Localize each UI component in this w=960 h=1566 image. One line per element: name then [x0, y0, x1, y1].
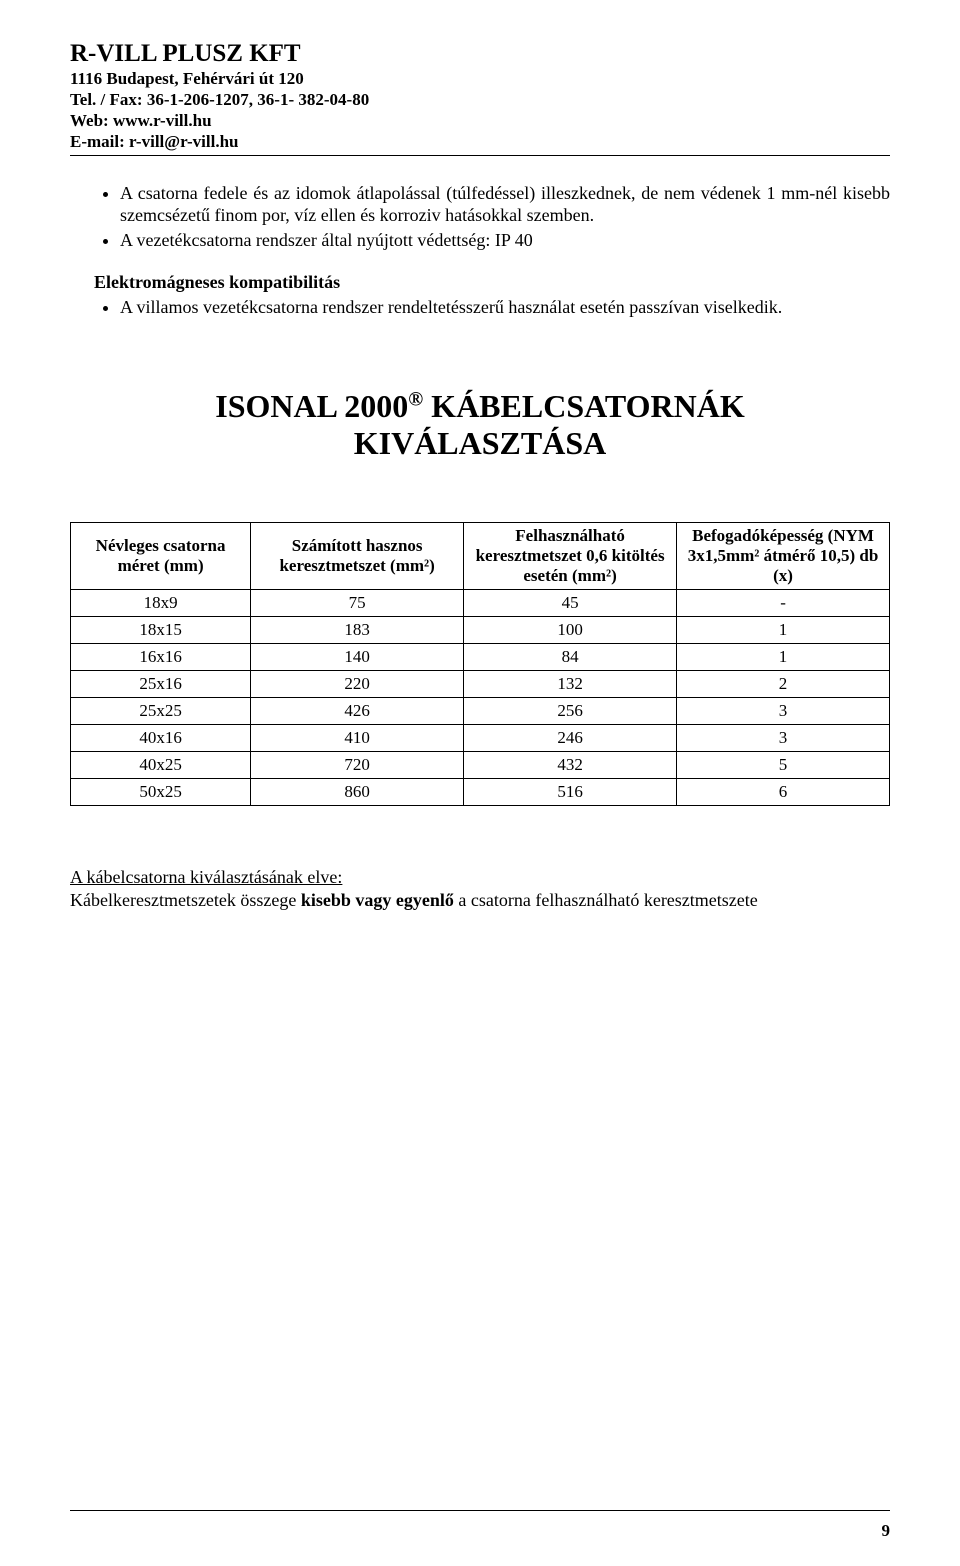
title-part-2: KIVÁLASZTÁSA	[354, 425, 607, 461]
table-cell: 860	[251, 778, 464, 805]
bullet-item: A csatorna fedele és az idomok átlapolás…	[120, 182, 890, 227]
principle-text-suffix: a csatorna felhasználható keresztmetszet…	[454, 890, 758, 910]
bullet-item: A villamos vezetékcsatorna rendszer rend…	[120, 296, 890, 319]
address-line: 1116 Budapest, Fehérvári út 120	[70, 68, 890, 89]
selection-principle: A kábelcsatorna kiválasztásának elve: Ká…	[70, 866, 890, 913]
table-cell: 516	[464, 778, 677, 805]
table-body: 18x9 75 45 - 18x15 183 100 1 16x16 140 8…	[71, 589, 890, 805]
table-cell: 220	[251, 670, 464, 697]
table-row: 40x16 410 246 3	[71, 724, 890, 751]
letterhead: R-VILL PLUSZ KFT 1116 Budapest, Fehérvár…	[70, 40, 890, 156]
table-row: 18x9 75 45 -	[71, 589, 890, 616]
bullet-list-2: A villamos vezetékcsatorna rendszer rend…	[94, 296, 890, 319]
table-cell: 75	[251, 589, 464, 616]
table-header-cell: Névleges csatorna méret (mm)	[71, 522, 251, 589]
table-cell: 1	[677, 643, 890, 670]
registered-mark: ®	[408, 388, 423, 410]
table-cell: 40x25	[71, 751, 251, 778]
table-cell: 426	[251, 697, 464, 724]
table-row: 16x16 140 84 1	[71, 643, 890, 670]
table-header-cell: Felhasználható keresztmetszet 0,6 kitölt…	[464, 522, 677, 589]
table-cell: 16x16	[71, 643, 251, 670]
table-cell: 3	[677, 697, 890, 724]
table-header-cell: Befogadóképesség (NYM 3x1,5mm² átmérő 10…	[677, 522, 890, 589]
table-cell: 183	[251, 616, 464, 643]
table-row: 18x15 183 100 1	[71, 616, 890, 643]
table-row: 50x25 860 516 6	[71, 778, 890, 805]
table-cell: 18x15	[71, 616, 251, 643]
table-head: Névleges csatorna méret (mm) Számított h…	[71, 522, 890, 589]
footer-rule	[70, 1510, 890, 1511]
table-cell: 25x16	[71, 670, 251, 697]
table-cell: -	[677, 589, 890, 616]
spec-table: Névleges csatorna méret (mm) Számított h…	[70, 522, 890, 806]
table-cell: 246	[464, 724, 677, 751]
principle-heading: A kábelcsatorna kiválasztásának elve:	[70, 867, 342, 887]
table-header-row: Névleges csatorna méret (mm) Számított h…	[71, 522, 890, 589]
company-name: R-VILL PLUSZ KFT	[70, 40, 890, 68]
main-title: ISONAL 2000® KÁBELCSATORNÁK KIVÁLASZTÁSA	[70, 388, 890, 462]
table-cell: 25x25	[71, 697, 251, 724]
telfax-line: Tel. / Fax: 36-1-206-1207, 36-1- 382-04-…	[70, 89, 890, 110]
table-header-cell: Számított hasznos keresztmetszet (mm²)	[251, 522, 464, 589]
table-cell: 50x25	[71, 778, 251, 805]
web-line: Web: www.r-vill.hu	[70, 110, 890, 131]
table-cell: 100	[464, 616, 677, 643]
table-cell: 132	[464, 670, 677, 697]
table-cell: 720	[251, 751, 464, 778]
page-number: 9	[882, 1521, 891, 1541]
email-line: E-mail: r-vill@r-vill.hu	[70, 131, 890, 152]
table-row: 25x16 220 132 2	[71, 670, 890, 697]
table-cell: 45	[464, 589, 677, 616]
bullet-list-1: A csatorna fedele és az idomok átlapolás…	[94, 182, 890, 252]
table-row: 40x25 720 432 5	[71, 751, 890, 778]
principle-text-prefix: Kábelkeresztmetszetek összege	[70, 890, 301, 910]
table-cell: 18x9	[71, 589, 251, 616]
table-cell: 256	[464, 697, 677, 724]
principle-text-bold: kisebb vagy egyenlő	[301, 890, 454, 910]
table-cell: 140	[251, 643, 464, 670]
table-cell: 410	[251, 724, 464, 751]
table-cell: 432	[464, 751, 677, 778]
title-part-1b: KÁBELCSATORNÁK	[423, 388, 745, 424]
table-cell: 2	[677, 670, 890, 697]
table-row: 25x25 426 256 3	[71, 697, 890, 724]
table-cell: 1	[677, 616, 890, 643]
section-heading: Elektromágneses kompatibilitás	[94, 271, 890, 294]
body-content: A csatorna fedele és az idomok átlapolás…	[70, 182, 890, 319]
table-cell: 84	[464, 643, 677, 670]
bullet-item: A vezetékcsatorna rendszer által nyújtot…	[120, 229, 890, 252]
page: R-VILL PLUSZ KFT 1116 Budapest, Fehérvár…	[0, 0, 960, 1566]
table-cell: 40x16	[71, 724, 251, 751]
title-part-1: ISONAL 2000	[215, 388, 408, 424]
table-cell: 3	[677, 724, 890, 751]
table-cell: 5	[677, 751, 890, 778]
table-cell: 6	[677, 778, 890, 805]
